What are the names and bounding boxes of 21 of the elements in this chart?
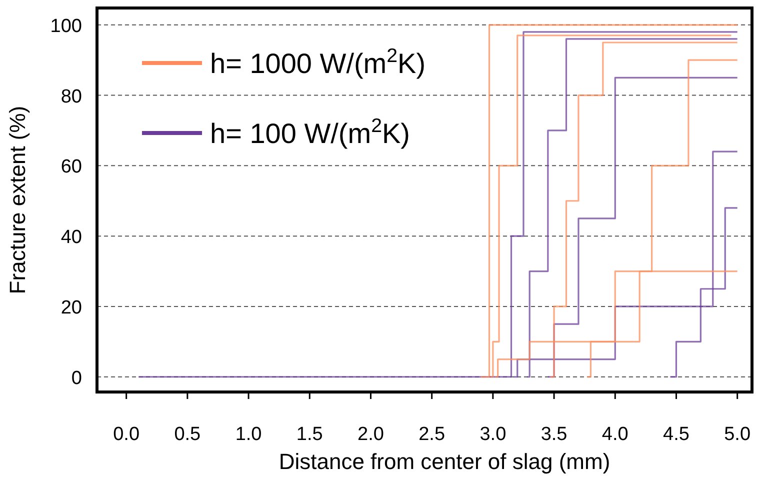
x-tick-label: 0.5	[174, 424, 201, 445]
y-tick-label: 80	[60, 86, 82, 108]
x-tick-label: 1.0	[235, 424, 262, 445]
x-tick-label: 2.0	[358, 424, 384, 445]
y-tick-label: 40	[60, 227, 82, 248]
x-tick-label: 0.0	[113, 424, 140, 445]
legend-label: h= 1000 W/(m$^{2}$K)	[210, 45, 426, 79]
x-tick-label: 3.0	[480, 424, 506, 445]
y-tick-label: 20	[60, 297, 82, 318]
x-tick-label: 4.5	[663, 424, 690, 445]
y-tick-label: 100	[50, 16, 82, 37]
x-tick-label: 4.0	[602, 424, 628, 445]
x-tick-label: 1.5	[296, 424, 323, 445]
y-tick-label: 0	[71, 368, 82, 389]
x-tick-label: 2.5	[418, 424, 446, 445]
legend-label: h= 100 W/(m$^{2}$K)	[210, 115, 410, 149]
x-tick-label: 5.0	[724, 424, 751, 445]
x-axis-title: Distance from center of slag (mm)	[278, 449, 610, 474]
y-tick-label: 60	[60, 156, 82, 178]
y-axis-title: Fracture extent (%)	[5, 106, 30, 294]
x-tick-label: 3.5	[540, 424, 568, 445]
